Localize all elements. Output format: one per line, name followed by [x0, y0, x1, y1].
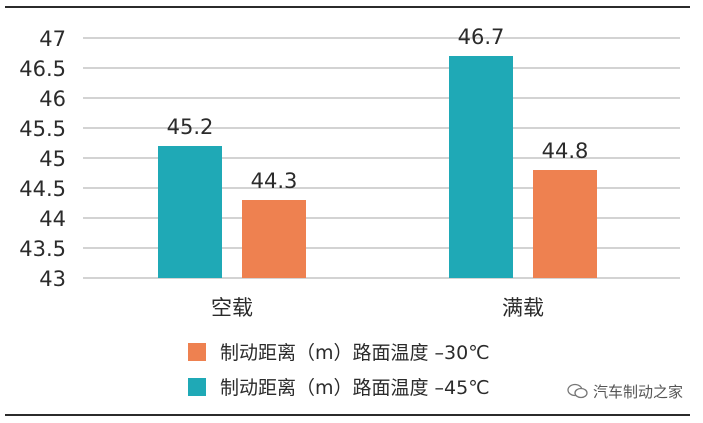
y-tick-label: 46.5: [19, 57, 66, 81]
y-tick-label: 43: [39, 267, 66, 291]
legend-label-45c: 制动距离（m）路面温度 –45℃: [220, 377, 490, 399]
bar-value-label: 45.2: [167, 115, 214, 139]
legend-swatch-45c: [188, 378, 206, 396]
y-tick-label: 44.5: [19, 177, 66, 201]
legend-item-45c: 制动距离（m）路面温度 –45℃: [188, 373, 490, 400]
y-tick-label: 45: [39, 147, 66, 171]
x-axis-ticks: 空载 满载: [211, 296, 544, 320]
y-tick-label: 45.5: [19, 117, 66, 141]
y-axis-ticks: 47 46.5 46 45.5 45 44.5 44 43.5 43: [19, 27, 66, 291]
bar: [449, 56, 513, 278]
legend-label-30c: 制动距离（m）路面温度 –30℃: [220, 342, 490, 364]
bar: [158, 146, 222, 278]
y-tick-label: 44: [39, 207, 66, 231]
wechat-icon: [567, 383, 589, 399]
legend-item-30c: 制动距离（m）路面温度 –30℃: [188, 338, 490, 365]
bar-value-label: 46.7: [458, 25, 505, 49]
y-tick-label: 47: [39, 27, 66, 51]
y-tick-label: 43.5: [19, 237, 66, 261]
bars: [158, 56, 597, 278]
y-tick-label: 46: [39, 87, 66, 111]
bar-value-label: 44.3: [251, 169, 298, 193]
watermark-text: 汽车制动之家: [592, 383, 683, 401]
x-tick-label: 空载: [211, 296, 253, 320]
legend-swatch-30c: [188, 343, 206, 361]
bar-value-labels: 45.2 44.3 46.7 44.8: [167, 25, 589, 193]
bar: [533, 170, 597, 278]
x-tick-label: 满载: [502, 296, 544, 320]
watermark: 汽车制动之家: [567, 381, 683, 402]
bar: [242, 200, 306, 278]
bar-value-label: 44.8: [542, 139, 589, 163]
